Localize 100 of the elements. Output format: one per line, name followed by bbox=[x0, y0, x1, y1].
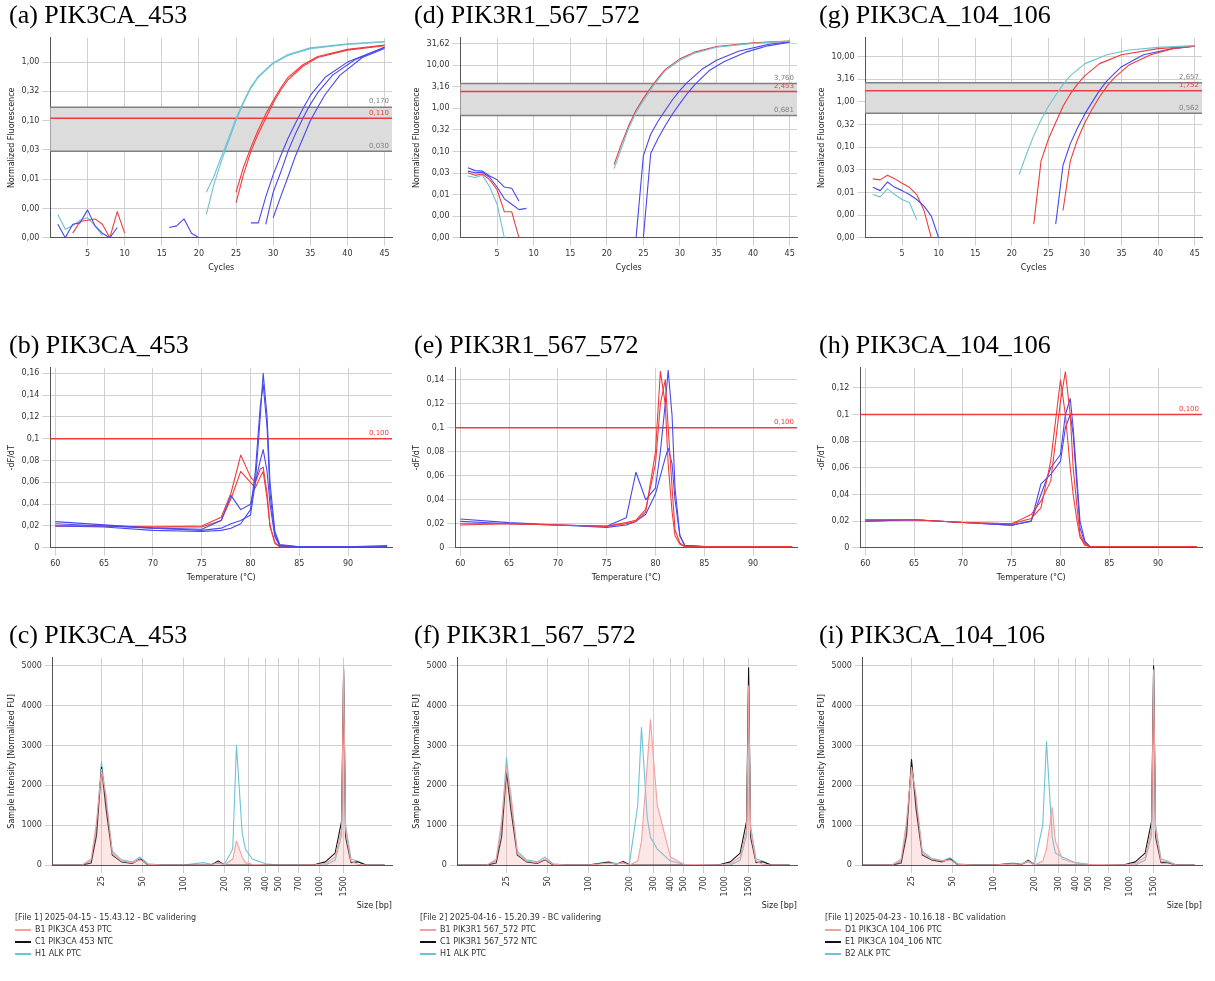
x-axis-title: Cycles bbox=[208, 263, 235, 273]
x-axis-title: Size [bp] bbox=[761, 901, 797, 911]
y-tick-label: 0,08 bbox=[831, 436, 850, 446]
x-tick-label: 45 bbox=[1189, 248, 1200, 258]
y-tick-label: 0 bbox=[34, 542, 40, 552]
x-tick-label: 15 bbox=[156, 248, 167, 258]
y-tick-label: 1000 bbox=[21, 820, 42, 830]
x-tick-label: 100 bbox=[988, 876, 998, 892]
y-tick-label: 0,02 bbox=[831, 516, 850, 526]
legend-label: D1 PIK3CA 104_106 PTC bbox=[845, 924, 942, 936]
x-tick-label: 1500 bbox=[1148, 876, 1158, 897]
x-tick-label: 60 bbox=[860, 558, 871, 568]
x-tick-label: 700 bbox=[1103, 876, 1113, 892]
y-tick-label: 2000 bbox=[21, 780, 42, 790]
x-tick-label: 400 bbox=[1070, 876, 1080, 892]
y-axis-title: Sample Intensity [Normalized FU] bbox=[6, 694, 16, 829]
chart-title: (g) PIK3CA_104_106 bbox=[818, 0, 1052, 30]
x-tick-label: 25 bbox=[501, 876, 511, 887]
x-tick-label: 1000 bbox=[719, 876, 729, 897]
y-tick-label: 3,16 bbox=[431, 81, 450, 91]
y-tick-label: 0 bbox=[439, 542, 445, 552]
y-tick-label: 5000 bbox=[21, 660, 42, 670]
y-tick-label: 0,14 bbox=[21, 390, 40, 400]
y-tick-label: 4000 bbox=[831, 700, 852, 710]
y-tick-label: 10,00 bbox=[426, 60, 450, 70]
x-tick-label: 75 bbox=[1006, 558, 1017, 568]
x-axis-title: Cycles bbox=[1020, 263, 1047, 273]
x-tick-label: 700 bbox=[698, 876, 708, 892]
x-tick-label: 1500 bbox=[338, 876, 348, 897]
x-tick-label: 35 bbox=[711, 248, 722, 258]
y-tick-label: 31,62 bbox=[426, 38, 450, 48]
x-tick-label: 75 bbox=[196, 558, 207, 568]
x-tick-label: 90 bbox=[342, 558, 354, 568]
x-tick-label: 45 bbox=[784, 248, 795, 258]
y-tick-label: 3000 bbox=[21, 740, 42, 750]
y-axis-title: Sample Intensity [Normalized FU] bbox=[411, 694, 421, 829]
y-tick-label: 0,02 bbox=[21, 521, 40, 531]
x-tick-label: 1000 bbox=[1124, 876, 1134, 897]
x-tick-label: 50 bbox=[137, 876, 147, 887]
y-tick-label: 0,03 bbox=[836, 164, 855, 174]
x-tick-label: 15 bbox=[565, 248, 576, 258]
x-tick-label: 30 bbox=[1079, 248, 1091, 258]
x-tick-label: 40 bbox=[342, 248, 353, 258]
y-tick-label: 0,08 bbox=[426, 446, 445, 456]
x-tick-label: 30 bbox=[268, 248, 279, 258]
y-tick-label: 0,32 bbox=[836, 119, 855, 129]
x-axis-title: Size [bp] bbox=[1166, 901, 1202, 911]
x-tick-label: 25 bbox=[1043, 248, 1054, 258]
x-tick-label: 85 bbox=[1104, 558, 1115, 568]
y-tick-label: 0,02 bbox=[426, 518, 445, 528]
x-tick-label: 35 bbox=[1116, 248, 1127, 258]
x-tick-label: 65 bbox=[504, 558, 515, 568]
chart-title: (e) PIK3R1_567_572 bbox=[413, 330, 640, 360]
y-tick-label: 0,32 bbox=[21, 86, 40, 96]
y-tick-label: 0,01 bbox=[21, 174, 40, 184]
x-tick-label: 85 bbox=[699, 558, 710, 568]
x-tick-label: 100 bbox=[178, 876, 188, 892]
y-tick-label: 0,01 bbox=[431, 189, 450, 199]
y-tick-label: 5000 bbox=[426, 660, 447, 670]
x-tick-label: 75 bbox=[601, 558, 612, 568]
chart-title: (d) PIK3R1_567_572 bbox=[413, 0, 642, 30]
y-axis-title: -dF/dT bbox=[411, 445, 421, 471]
x-tick-label: 400 bbox=[665, 876, 675, 892]
y-tick-label: 0,1 bbox=[26, 433, 40, 443]
x-tick-label: 30 bbox=[674, 248, 686, 258]
y-tick-label: 1,00 bbox=[836, 96, 855, 106]
x-tick-label: 200 bbox=[1029, 876, 1039, 892]
y-tick-label: 0,1 bbox=[836, 409, 850, 419]
y-axis-title: Normalized Fluorescence bbox=[816, 87, 826, 189]
x-tick-label: 10 bbox=[933, 248, 944, 258]
y-tick-label: 3000 bbox=[426, 740, 447, 750]
y-tick-label: 0,12 bbox=[426, 398, 445, 408]
x-tick-label: 80 bbox=[650, 558, 661, 568]
x-tick-label: 85 bbox=[294, 558, 305, 568]
x-tick-label: 70 bbox=[147, 558, 158, 568]
chart-title: (a) PIK3CA_453 bbox=[8, 0, 189, 30]
y-tick-label: 3000 bbox=[831, 740, 852, 750]
x-tick-label: 25 bbox=[638, 248, 649, 258]
x-tick-label: 65 bbox=[909, 558, 920, 568]
x-axis-title: Temperature (°C) bbox=[995, 573, 1066, 583]
y-axis-title: -dF/dT bbox=[6, 445, 16, 471]
y-axis-title: Normalized Fluorescence bbox=[6, 87, 16, 189]
x-tick-label: 20 bbox=[193, 248, 205, 258]
y-tick-label: 5000 bbox=[831, 660, 852, 670]
y-tick-label: 0,14 bbox=[426, 374, 445, 384]
y-tick-label: 0,06 bbox=[426, 470, 445, 480]
x-axis-title: Temperature (°C) bbox=[185, 573, 256, 583]
x-tick-label: 90 bbox=[747, 558, 759, 568]
legend-label: C1 PIK3R1 567_572 NTC bbox=[440, 936, 537, 948]
x-tick-label: 5 bbox=[899, 248, 905, 258]
x-tick-label: 300 bbox=[1053, 876, 1063, 892]
y-tick-label: 0,08 bbox=[21, 455, 40, 465]
y-tick-label: 0 bbox=[36, 860, 42, 870]
chart-title: (f) PIK3R1_567_572 bbox=[413, 620, 637, 650]
chart-title: (b) PIK3CA_453 bbox=[8, 330, 190, 360]
x-tick-label: 10 bbox=[119, 248, 130, 258]
y-tick-label: 0,04 bbox=[426, 494, 445, 504]
x-tick-label: 40 bbox=[748, 248, 759, 258]
y-tick-label: 0,01 bbox=[836, 187, 855, 197]
y-tick-label: 0,12 bbox=[831, 382, 850, 392]
